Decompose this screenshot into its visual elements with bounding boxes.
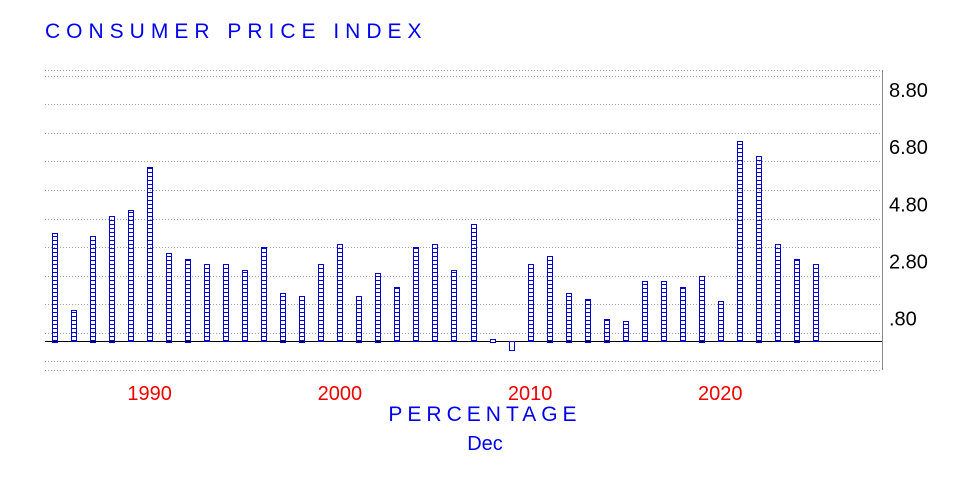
bar-2014 [604,319,610,343]
bar-2003 [394,287,400,342]
x-tick-labels: 1990 2000 2010 2020 [127,383,742,405]
x-tick-label: 2000 [318,383,363,405]
bar-2001 [356,296,362,343]
bar-1995 [242,270,248,342]
bar-1990 [147,167,153,342]
bar-2005 [432,244,438,342]
bar-2023 [775,244,781,342]
bar-1988 [109,216,115,343]
bar-1997 [280,293,286,343]
bar-2021 [737,141,743,342]
bar-2008 [490,339,496,343]
y-tick-label: .80 [889,309,917,331]
bar-2022 [756,156,762,343]
bar-2025 [813,264,819,342]
bar-2016 [642,281,648,342]
y-tick-label: 2.80 [889,251,928,273]
bar-1999 [318,264,324,342]
bar-2011 [547,256,553,343]
bar-1991 [166,253,172,343]
bar-1992 [185,259,191,343]
bar-1987 [90,236,96,343]
y-tick-label: 8.80 [889,80,928,102]
bar-1998 [299,296,305,343]
bar-1993 [204,264,210,342]
bar-2012 [566,293,572,343]
bar-1996 [261,247,267,342]
bar-2009 [509,341,515,351]
bar-2018 [680,287,686,342]
bar-1986 [71,310,77,342]
bar-2015 [623,321,629,342]
bar-2017 [661,281,667,342]
x-tick-label: 2010 [508,383,553,405]
bar-2004 [413,247,419,342]
bar-2000 [337,244,343,342]
y-tick-label: 6.80 [889,137,928,159]
bar-2013 [585,299,591,343]
bar-2007 [471,224,477,342]
bar-1994 [223,264,229,342]
x-axis-sublabel: Dec [467,433,503,455]
bar-1989 [128,210,134,342]
y-tick-label: 4.80 [889,194,928,216]
chart-title: CONSUMER PRICE INDEX [45,20,428,43]
bar-2010 [528,264,534,342]
x-tick-label: 2020 [698,383,743,405]
bar-2019 [699,276,705,343]
bar-2024 [794,259,800,343]
x-axis-label: PERCENTAGE [388,403,582,426]
bars [52,141,819,351]
y-tick-labels: .80 2.80 4.80 6.80 8.80 [889,80,928,331]
x-tick-label: 1990 [127,383,172,405]
bar-2002 [375,273,381,343]
bar-1985 [52,233,58,343]
bar-2006 [451,270,457,342]
bar-2020 [718,301,724,342]
